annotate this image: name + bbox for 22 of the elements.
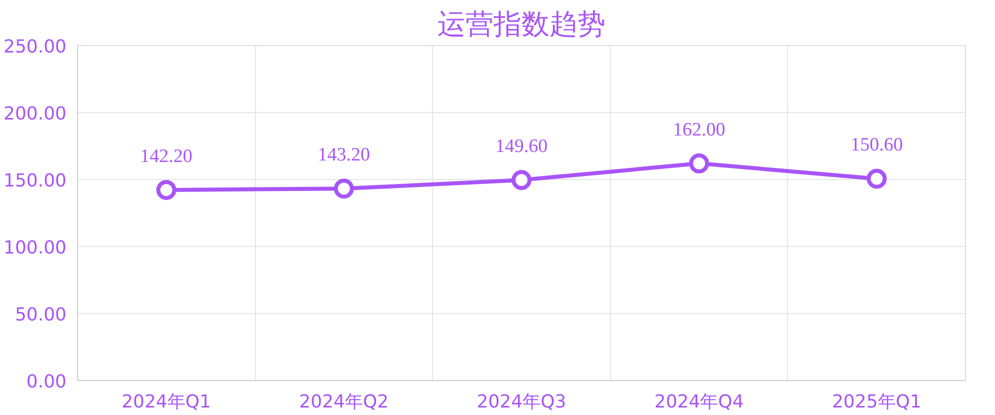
x-tick-label: 2024年Q3: [476, 392, 566, 412]
data-label: 149.60: [495, 136, 548, 158]
data-label: 142.20: [140, 146, 192, 167]
point: [689, 153, 710, 174]
y-tick-label: 0.00: [26, 372, 66, 392]
data-label: 143.20: [318, 144, 370, 166]
point: [156, 180, 176, 200]
point: [866, 168, 887, 189]
y-tick-label: 150.00: [4, 170, 66, 192]
y-tick-label: 50.00: [14, 304, 66, 326]
y-tick-label: 250.00: [4, 36, 66, 58]
point: [512, 170, 532, 190]
x-tick-label: 2024年Q4: [654, 392, 744, 412]
chart-title: 运营指数趋势: [438, 8, 606, 40]
x-tick-label: 2024年Q2: [299, 392, 389, 412]
x-tick-label: 2024年Q1: [122, 392, 212, 412]
point: [334, 178, 354, 199]
data-label: 150.60: [850, 134, 903, 156]
x-tick-label: 2025年Q1: [832, 392, 922, 412]
y-tick-label: 200.00: [4, 104, 66, 124]
y-tick-label: 100.00: [4, 238, 66, 258]
data-label: 162.00: [672, 119, 726, 140]
